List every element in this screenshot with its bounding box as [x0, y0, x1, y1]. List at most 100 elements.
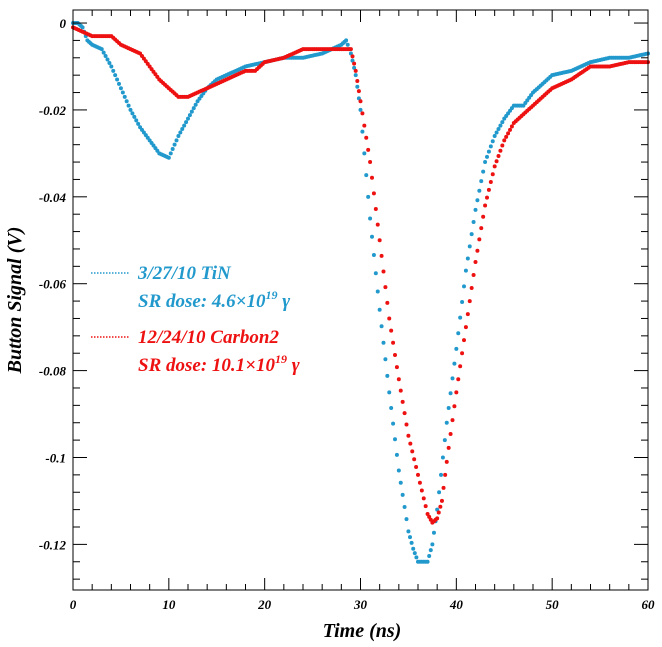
data-point: [485, 195, 489, 200]
data-point: [425, 559, 430, 564]
data-point: [427, 553, 432, 558]
data-point: [409, 540, 414, 545]
data-point: [396, 468, 401, 473]
data-point: [381, 340, 386, 345]
legend-label: 12/24/10 Carbon2: [138, 327, 279, 348]
y-tick-label: 0: [60, 16, 67, 31]
y-tick-label: -0.08: [39, 364, 67, 379]
data-point: [486, 149, 491, 154]
data-point: [463, 268, 468, 273]
data-point: [492, 133, 497, 138]
data-point: [122, 94, 127, 99]
data-point: [394, 452, 399, 457]
data-point: [492, 164, 497, 169]
data-point: [118, 86, 123, 91]
data-point: [396, 377, 401, 382]
data-point: [360, 111, 365, 116]
data-point: [184, 120, 189, 125]
data-point: [406, 529, 411, 534]
data-point: [444, 420, 449, 425]
data-point: [356, 89, 361, 94]
data-point: [358, 107, 363, 112]
data-point: [481, 214, 486, 219]
data-point: [120, 90, 125, 95]
data-point: [456, 331, 461, 336]
x-tick-label: 10: [162, 597, 176, 612]
data-point: [475, 248, 480, 253]
legend-dose: SR dose: 4.6×1019 γ: [138, 288, 290, 312]
data-point: [393, 437, 397, 442]
data-point: [381, 269, 386, 274]
data-point: [350, 54, 355, 59]
data-point: [353, 73, 358, 78]
data-point: [473, 259, 478, 264]
data-point: [446, 405, 451, 410]
data-point: [452, 404, 457, 409]
data-point: [448, 391, 453, 396]
data-point: [370, 175, 374, 180]
data-point: [400, 399, 405, 404]
data-point: [107, 61, 112, 66]
data-point: [438, 504, 443, 509]
data-point: [462, 284, 466, 289]
data-point: [479, 179, 484, 184]
data-point: [469, 286, 474, 291]
data-point: [477, 237, 482, 242]
data-point: [417, 480, 422, 485]
data-point: [400, 492, 405, 497]
data-point: [508, 127, 512, 132]
data-point: [496, 153, 501, 158]
data-point: [186, 116, 190, 121]
data-point: [126, 103, 131, 108]
data-point: [467, 299, 472, 304]
data-point: [494, 130, 499, 135]
data-point: [391, 340, 396, 345]
data-point: [348, 47, 353, 52]
data-point: [416, 472, 420, 477]
data-point: [488, 144, 493, 149]
data-point: [436, 510, 441, 515]
data-point: [486, 187, 491, 192]
data-point: [446, 445, 451, 450]
data-point: [134, 118, 139, 123]
data-point: [467, 244, 472, 249]
data-point: [402, 505, 407, 510]
data-point: [377, 238, 382, 243]
data-point: [109, 64, 114, 69]
data-point: [437, 490, 442, 495]
data-point: [132, 114, 137, 119]
data-point: [373, 271, 378, 276]
data-point: [352, 61, 357, 66]
y-tick-label: -0.04: [39, 190, 67, 205]
data-point: [398, 388, 403, 393]
legend: 3/27/10 TiN SR dose: 4.6×1019 γ 12/24/10 C…: [91, 263, 300, 376]
data-point: [128, 107, 133, 112]
data-point: [500, 120, 505, 125]
data-point: [465, 312, 470, 317]
legend-label: 3/27/10 TiN: [137, 263, 232, 284]
data-point: [398, 480, 403, 485]
data-point: [176, 133, 181, 138]
data-point: [460, 351, 465, 356]
data-point: [387, 316, 392, 321]
data-point: [379, 253, 384, 258]
data-point: [419, 488, 424, 493]
data-point: [412, 551, 417, 556]
data-point: [408, 441, 413, 446]
data-point: [483, 203, 488, 208]
y-tick-label: -0.1: [45, 450, 66, 465]
legend-entry-2: 12/24/10 Carbon2 SR dose: 10.1×1019 γ: [91, 327, 300, 376]
data-point: [500, 143, 505, 148]
data-point: [370, 234, 374, 239]
data-point: [421, 496, 426, 501]
data-point: [458, 364, 463, 369]
data-point: [364, 173, 369, 178]
data-point: [483, 160, 488, 165]
data-point: [463, 325, 468, 330]
data-point: [174, 138, 179, 143]
data-point: [377, 307, 382, 312]
y-tick-label: -0.12: [39, 537, 67, 552]
data-point: [364, 135, 369, 140]
data-point: [362, 151, 367, 156]
